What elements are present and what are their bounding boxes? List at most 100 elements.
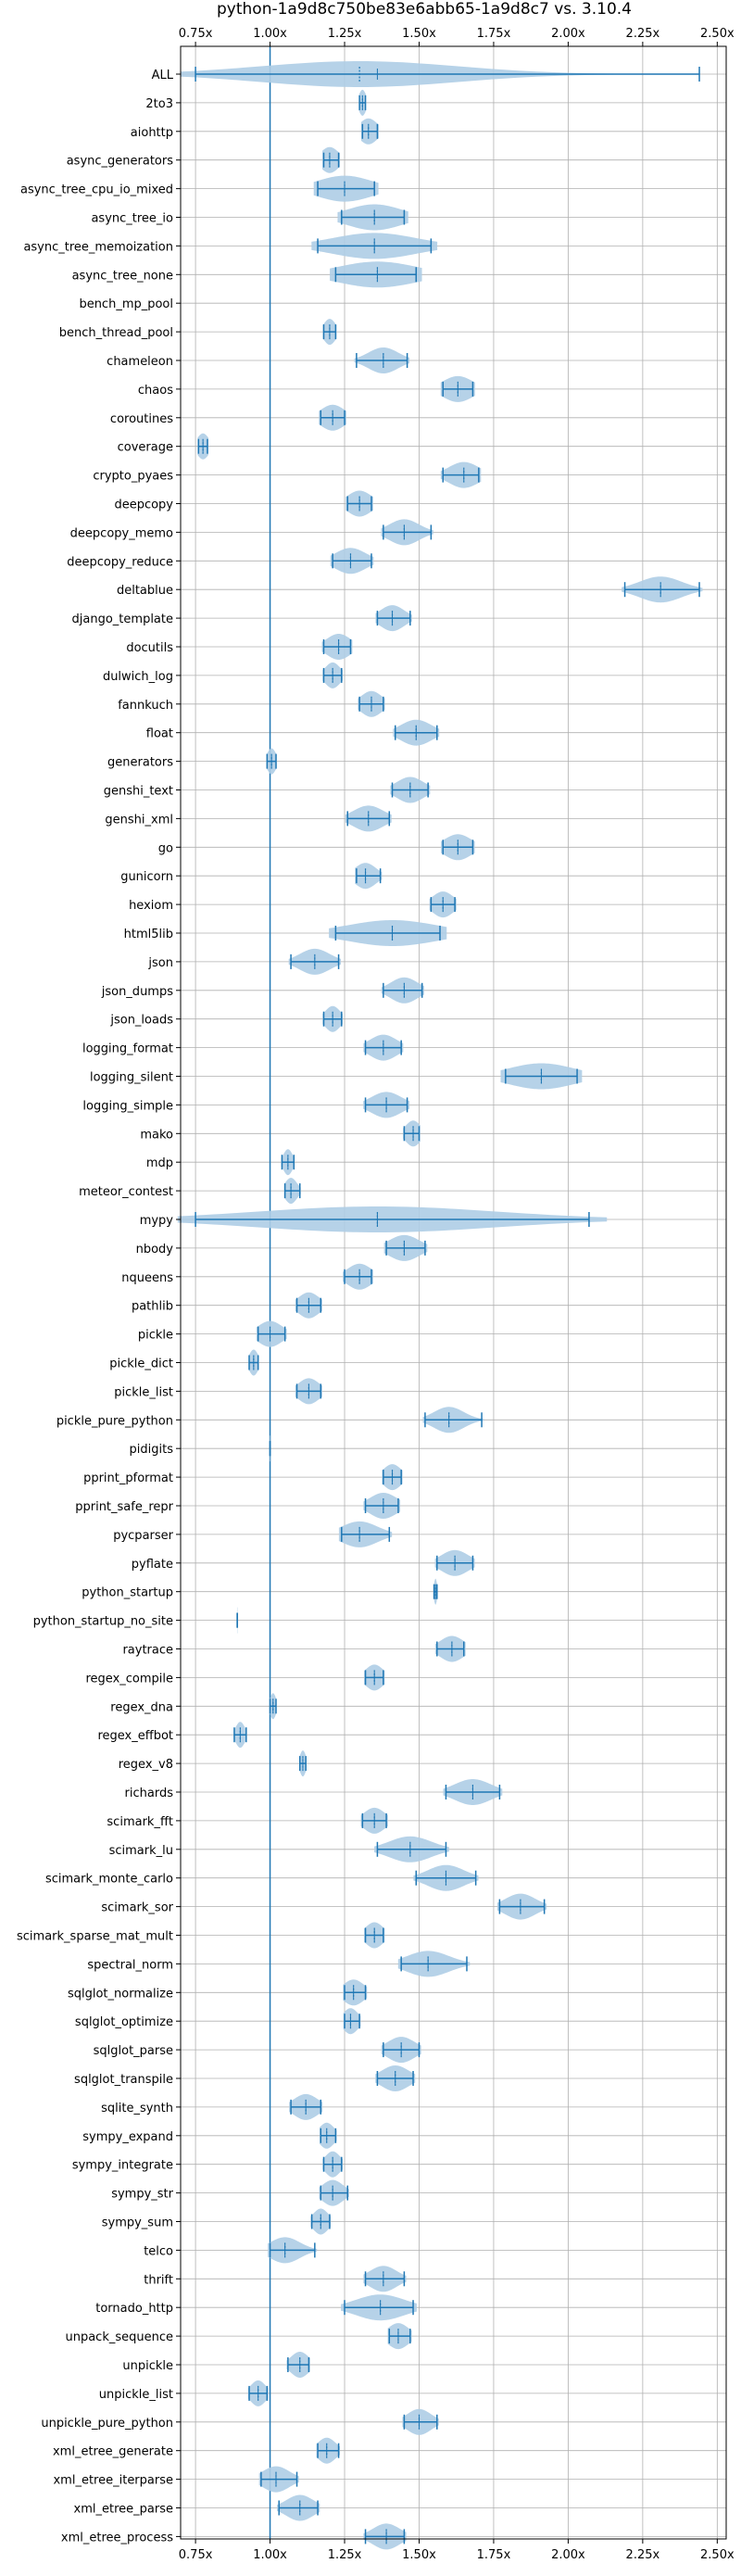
x-tick-label-bottom: 2.00x [551, 2548, 585, 2562]
plot-frame [181, 46, 726, 2539]
category-label: logging_format [82, 1042, 173, 1056]
grid-layer [181, 46, 726, 2539]
category-label: sqlglot_parse [94, 2044, 173, 2058]
category-label: json_dumps [101, 985, 173, 999]
category-label: deepcopy [114, 499, 173, 512]
category-label: scimark_lu [109, 1844, 173, 1858]
category-label: xml_etree_parse [74, 2503, 173, 2517]
tick-layer: 0.75x 0.75x 1.00x 1.00x 1.25x 1.25x 1.50x 1.50x… [17, 27, 735, 2562]
category-label: unpickle [122, 2359, 173, 2373]
x-tick-label-top: 1.75x [477, 27, 511, 41]
x-tick-label-top: 0.75x [179, 27, 213, 41]
category-label: sympy_str [111, 2188, 173, 2202]
category-label: dulwich_log [103, 670, 173, 684]
category-label: xml_etree_process [61, 2531, 173, 2544]
category-label: sqlglot_normalize [68, 1987, 173, 2001]
x-tick-label-top: 2.25x [626, 27, 660, 41]
category-label: ALL [152, 69, 174, 82]
category-label: sqlite_synth [101, 2102, 173, 2115]
category-label: pidigits [130, 1443, 174, 1457]
violin-layer [178, 46, 714, 2549]
category-label: pprint_pformat [83, 1471, 173, 1485]
category-label: python_startup_no_site [33, 1615, 173, 1629]
category-label: genshi_text [104, 785, 173, 799]
category-label: coroutines [110, 412, 173, 426]
category-label: pyflate [132, 1558, 173, 1572]
category-label: meteor_contest [79, 1185, 173, 1199]
category-label: pickle_pure_python [57, 1414, 173, 1428]
category-label: scimark_sor [101, 1901, 173, 1915]
category-label: pathlib [132, 1300, 173, 1314]
category-label: pickle_list [114, 1385, 173, 1399]
category-label: go [158, 841, 173, 855]
category-label: float [146, 727, 173, 741]
category-label: coverage [118, 441, 173, 455]
category-label: regex_effbot [97, 1729, 173, 1743]
category-label: deltablue [117, 584, 173, 598]
category-label: fannkuch [118, 699, 173, 713]
x-tick-label-top: 1.00x [253, 27, 287, 41]
category-label: raytrace [122, 1644, 173, 1658]
category-label: mdp [146, 1156, 173, 1170]
category-label: mypy [140, 1214, 174, 1228]
x-tick-label-top: 1.25x [328, 27, 362, 41]
category-label: async_tree_memoization [23, 240, 173, 254]
category-label: generators [107, 756, 173, 770]
chart-title: python-1a9d8c750be83e6abb65-1a9d8c7 vs. … [217, 0, 632, 19]
category-label: unpickle_list [99, 2388, 173, 2402]
category-label: gunicorn [120, 870, 173, 884]
category-label: json [147, 956, 173, 970]
category-label: chaos [138, 384, 173, 398]
x-tick-label-top: 2.00x [551, 27, 585, 41]
category-label: async_tree_io [91, 212, 173, 226]
category-label: scimark_sparse_mat_mult [17, 1930, 173, 1944]
x-tick-label-bottom: 1.00x [253, 2548, 287, 2562]
category-label: html5lib [124, 928, 173, 941]
category-label: sympy_expand [82, 2130, 173, 2144]
x-tick-label-bottom: 1.50x [402, 2548, 436, 2562]
category-label: sqlglot_transpile [74, 2073, 173, 2087]
x-tick-label-bottom: 1.25x [328, 2548, 362, 2562]
category-label: docutils [126, 641, 173, 655]
category-label: unpickle_pure_python [41, 2417, 173, 2431]
x-tick-label-top: 2.50x [700, 27, 735, 41]
category-label: hexiom [129, 899, 173, 913]
category-label: async_tree_cpu_io_mixed [20, 183, 173, 197]
category-label: 2to3 [145, 97, 173, 111]
x-tick-label-bottom: 2.25x [626, 2548, 660, 2562]
category-label: pprint_safe_repr [75, 1500, 173, 1514]
category-label: xml_etree_generate [53, 2445, 173, 2459]
category-label: scimark_monte_carlo [45, 1873, 173, 1887]
category-label: mako [140, 1128, 173, 1142]
category-label: spectral_norm [87, 1958, 173, 1972]
category-label: deepcopy_memo [70, 526, 173, 540]
category-label: regex_compile [85, 1672, 173, 1686]
category-label: sqlglot_optimize [75, 2015, 173, 2029]
category-label: crypto_pyaes [93, 470, 173, 484]
category-label: django_template [72, 612, 173, 626]
category-label: regex_dna [110, 1700, 173, 1714]
category-label: bench_mp_pool [79, 297, 173, 311]
category-label: nbody [136, 1243, 174, 1256]
category-label: thrift [144, 2273, 173, 2287]
category-label: richards [125, 1787, 174, 1800]
category-label: logging_silent [90, 1071, 173, 1085]
category-label: async_tree_none [72, 269, 173, 283]
category-label: logging_simple [82, 1099, 173, 1113]
x-tick-label-bottom: 0.75x [179, 2548, 213, 2562]
category-label: pycparser [113, 1529, 173, 1543]
category-label: telco [144, 2244, 173, 2258]
category-label: pickle_dict [109, 1357, 173, 1371]
category-label: json_loads [109, 1014, 173, 1028]
category-label: regex_v8 [119, 1758, 173, 1772]
category-label: bench_thread_pool [59, 326, 173, 340]
category-label: python_startup [82, 1586, 173, 1600]
x-tick-label-top: 1.50x [402, 27, 436, 41]
category-label: chameleon [107, 355, 173, 369]
category-label: xml_etree_iterparse [53, 2474, 173, 2488]
category-label: tornado_http [95, 2302, 173, 2316]
category-label: sympy_sum [102, 2216, 173, 2230]
x-tick-label-bottom: 2.50x [700, 2548, 735, 2562]
category-label: deepcopy_reduce [67, 555, 173, 569]
